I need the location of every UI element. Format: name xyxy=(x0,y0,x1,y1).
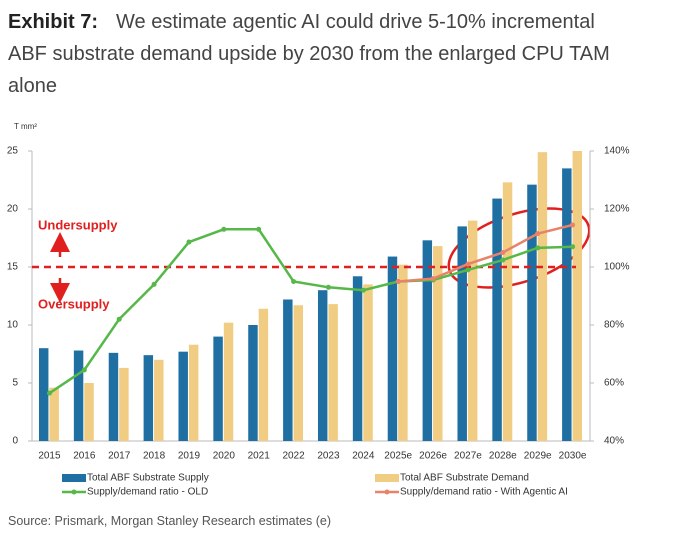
ratio-point xyxy=(81,367,87,373)
bar xyxy=(84,383,94,441)
bar xyxy=(143,355,154,441)
bar xyxy=(293,305,304,441)
bar xyxy=(352,276,363,441)
ratio-point xyxy=(430,276,436,282)
ratio-line xyxy=(48,228,573,395)
legend-label: Total ABF Substrate Demand xyxy=(400,473,529,484)
title-text: We estimate agentic AI could drive 5-10%… xyxy=(8,11,610,97)
annotation: Oversupply xyxy=(38,296,110,311)
bar xyxy=(422,240,433,441)
ratio-point xyxy=(46,390,52,396)
x-tick-label: 2017 xyxy=(108,451,131,462)
legend-swatch xyxy=(375,474,399,482)
legend-swatch xyxy=(384,489,390,495)
bar xyxy=(527,184,537,441)
bar xyxy=(398,264,408,441)
source: Source: Prismark, Morgan Stanley Researc… xyxy=(8,514,332,528)
y-tick-label: 20 xyxy=(7,204,19,215)
bar xyxy=(38,348,49,441)
x-tick-label: 2030e xyxy=(559,451,587,462)
ratio-line xyxy=(398,223,573,283)
x-tick-label: 2015 xyxy=(38,451,61,462)
x-tick-label: 2019 xyxy=(178,451,201,462)
bar xyxy=(317,290,328,441)
ratio-point xyxy=(570,222,576,228)
bar xyxy=(248,325,258,441)
bar xyxy=(258,308,269,441)
ratio-point xyxy=(256,226,262,232)
ratio-point xyxy=(500,257,506,263)
bar xyxy=(537,152,548,441)
x-tick-label: 2021 xyxy=(248,451,271,462)
bar xyxy=(467,220,478,441)
bar xyxy=(108,352,119,441)
y-tick-label: 5 xyxy=(12,378,18,389)
ratio-point xyxy=(221,226,227,232)
bar xyxy=(49,387,59,441)
legend-label: Supply/demand ratio - OLD xyxy=(87,487,208,498)
ratio-point xyxy=(570,244,576,250)
x-tick-label: 2023 xyxy=(317,451,340,462)
legend-label: Supply/demand ratio - With Agentic AI xyxy=(400,487,568,498)
bar xyxy=(119,367,129,441)
y-tick-label: 10 xyxy=(7,320,19,331)
bar xyxy=(502,182,513,441)
legend-swatch xyxy=(71,489,77,495)
x-tick-label: 2028e xyxy=(489,451,517,462)
bar xyxy=(457,226,467,441)
bar xyxy=(283,299,293,441)
x-tick-label: 2016 xyxy=(73,451,96,462)
y-tick-label: 0 xyxy=(12,436,18,447)
ratio-point xyxy=(151,281,157,287)
bar xyxy=(213,336,223,441)
x-tick-label: 2026e xyxy=(419,451,447,462)
bar xyxy=(188,344,199,441)
bar xyxy=(328,304,338,441)
y-axis-label: T mm² xyxy=(14,122,37,131)
bar xyxy=(387,256,398,441)
y2-tick-label: 40% xyxy=(604,436,624,447)
ratio-point xyxy=(535,245,541,251)
x-tick-label: 2018 xyxy=(143,451,166,462)
ratio-point xyxy=(465,261,471,267)
x-tick-label: 2024 xyxy=(352,451,375,462)
title-label: Exhibit 7: xyxy=(8,11,99,33)
legend-swatch xyxy=(62,474,86,482)
title: Exhibit 7: We estimate agentic AI could d… xyxy=(8,6,618,102)
annotation: Undersupply xyxy=(38,217,118,232)
ratio-point xyxy=(116,316,122,322)
ratio-point xyxy=(465,267,471,273)
bar xyxy=(562,168,572,441)
bar xyxy=(572,151,583,441)
x-tick-label: 2022 xyxy=(282,451,305,462)
ratio-point xyxy=(395,279,401,284)
y2-tick-label: 140% xyxy=(604,146,630,157)
bar xyxy=(363,284,373,441)
y2-tick-label: 100% xyxy=(604,262,630,273)
bar xyxy=(223,322,234,441)
bar xyxy=(154,359,164,441)
x-tick-label: 2020 xyxy=(213,451,236,462)
bar xyxy=(492,198,502,441)
y2-tick-label: 80% xyxy=(604,320,624,331)
bar xyxy=(433,246,443,441)
ratio-point xyxy=(325,284,331,290)
x-tick-label: 2027e xyxy=(454,451,482,462)
y-tick-label: 15 xyxy=(7,262,19,273)
y2-tick-label: 120% xyxy=(604,204,630,215)
bar xyxy=(178,351,188,441)
bar xyxy=(73,350,84,441)
ratio-point xyxy=(500,250,506,255)
legend-label: Total ABF Substrate Supply xyxy=(87,473,209,484)
ratio-point xyxy=(291,279,297,284)
y-tick-label: 25 xyxy=(7,146,19,157)
y2-tick-label: 60% xyxy=(604,378,624,389)
ratio-point xyxy=(186,239,192,245)
x-tick-label: 2029e xyxy=(524,451,552,462)
ratio-point xyxy=(535,231,541,237)
ratio-point xyxy=(360,287,366,293)
x-tick-label: 2025e xyxy=(384,451,412,462)
